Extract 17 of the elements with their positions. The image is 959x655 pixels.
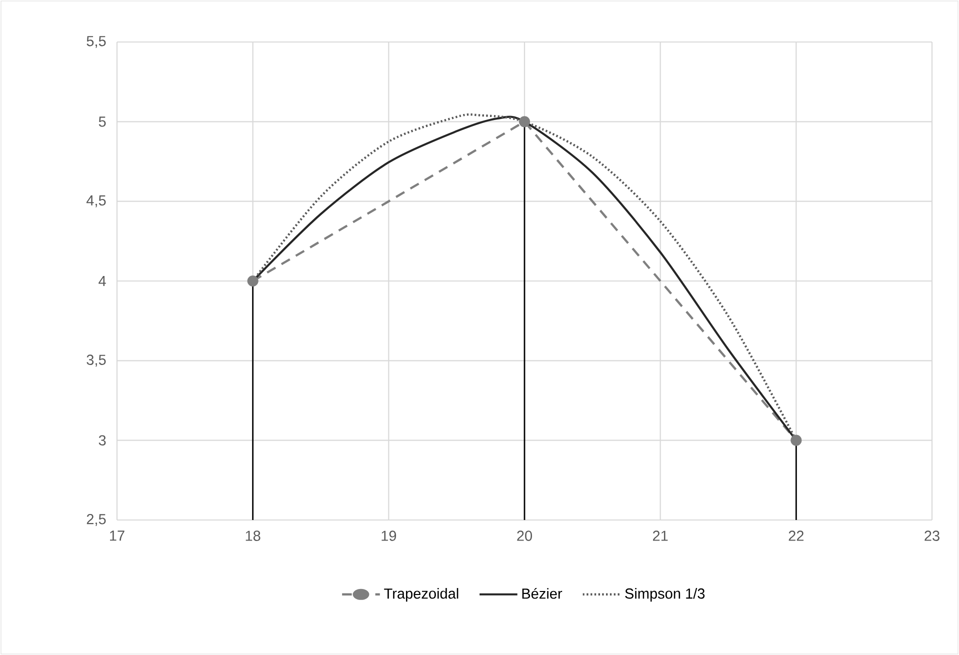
- x-tick-label: 23: [924, 530, 940, 541]
- x-tick-label: 17: [110, 530, 124, 541]
- x-tick-label: 21: [652, 530, 668, 541]
- x-tick-label: 19: [382, 530, 396, 541]
- x-tick-label: 22: [788, 530, 804, 541]
- y-tick-label: 4,5: [86, 195, 106, 208]
- y-tick-label: 4: [98, 276, 106, 286]
- y-tick-label: 2,5: [86, 514, 106, 526]
- legend-label: Bézier: [522, 588, 562, 599]
- x-tick-label: 18: [246, 530, 260, 541]
- y-tick-label: 5: [98, 116, 106, 127]
- y-tick-label: 3,5: [86, 354, 106, 367]
- y-tick-label: 5,5: [86, 36, 106, 48]
- legend-label: Trapezoidal: [384, 588, 458, 602]
- legend-label: Simpson 1/3: [625, 588, 705, 602]
- y-tick-label: 3: [98, 435, 106, 446]
- x-tick-label: 20: [517, 530, 532, 541]
